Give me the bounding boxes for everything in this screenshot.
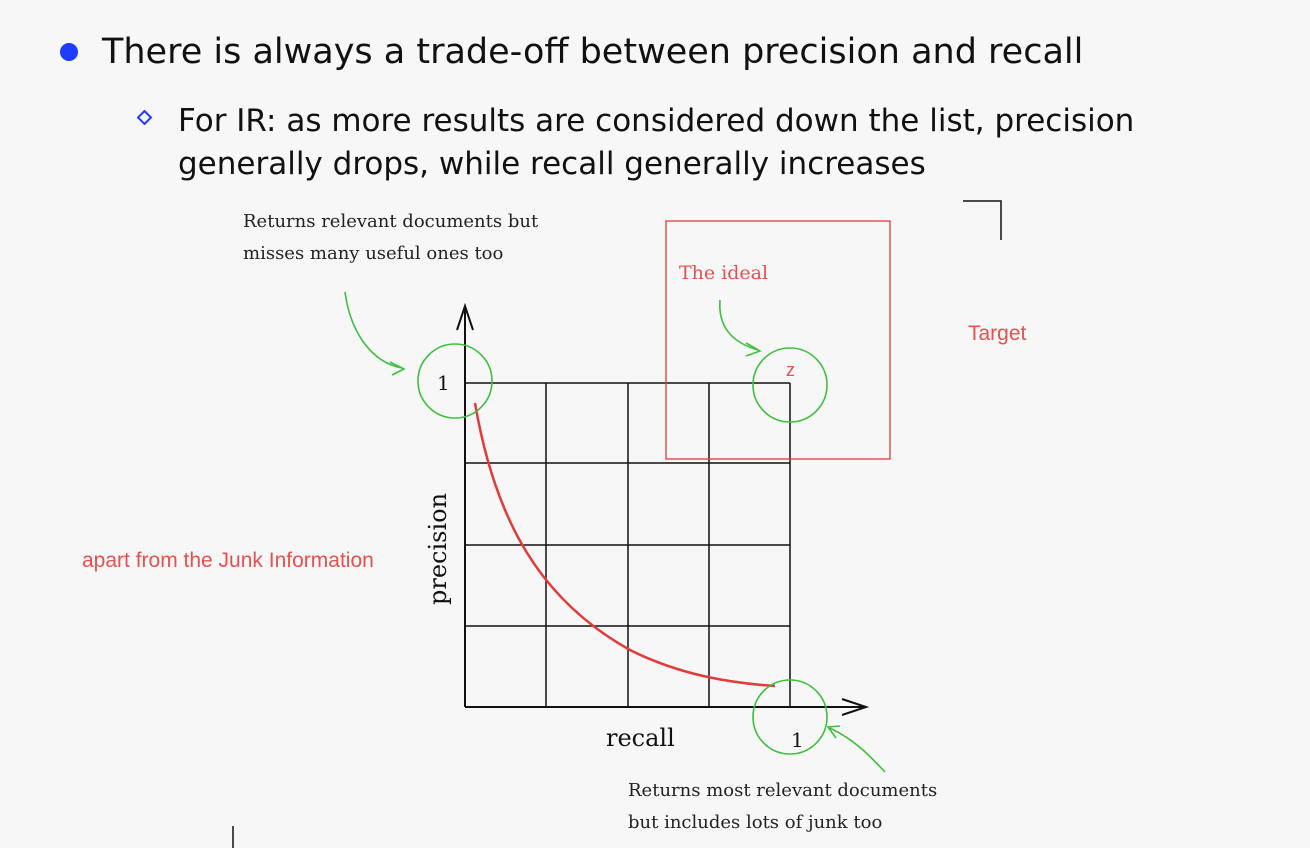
callout-bottom-right-line1: Returns most relevant documents (628, 780, 937, 801)
corner-mark (963, 200, 1002, 240)
diamond-bullet-icon (137, 110, 152, 125)
callout-bottom-right-line2: but includes lots of junk too (628, 812, 882, 833)
grid (465, 382, 791, 707)
green-arrows (344, 291, 886, 773)
arrow-ideal-head (745, 342, 762, 357)
main-bullet-text: There is always a trade-off between prec… (102, 32, 1084, 72)
arrow-ideal (719, 299, 759, 351)
axes (456, 302, 870, 716)
tradeoff-curve (473, 402, 776, 688)
arrow-top-left (344, 291, 403, 369)
target-label: Target (968, 322, 1027, 345)
ideal-label: The ideal (679, 262, 768, 284)
y-axis-arrow (456, 302, 474, 331)
ideal-marker: z (786, 360, 795, 380)
circle-high-precision (417, 343, 493, 419)
y-axis-label: precision (424, 493, 452, 605)
arrow-bottom-right (829, 727, 886, 773)
circle-high-recall (752, 679, 828, 755)
x-axis-label: recall (606, 724, 675, 752)
sub-bullet: For IR: as more results are considered d… (137, 100, 1268, 186)
junk-label: apart from the Junk Information (82, 549, 374, 572)
callout-top-left-line1: Returns relevant documents but (243, 211, 539, 232)
arrow-bottom-right-head (826, 725, 841, 739)
arrow-top-left-head (389, 361, 406, 376)
callout-top-left-line2: misses many useful ones too (243, 243, 503, 264)
circle-ideal (752, 347, 828, 423)
sub-bullet-text: For IR: as more results are considered d… (178, 103, 1135, 182)
target-box (665, 220, 891, 460)
bullet-dot (60, 43, 78, 61)
x-max-label: 1 (791, 728, 804, 752)
main-bullet: There is always a trade-off between prec… (60, 28, 1083, 76)
y-max-label: 1 (437, 371, 450, 395)
x-axis-arrow (841, 698, 870, 716)
